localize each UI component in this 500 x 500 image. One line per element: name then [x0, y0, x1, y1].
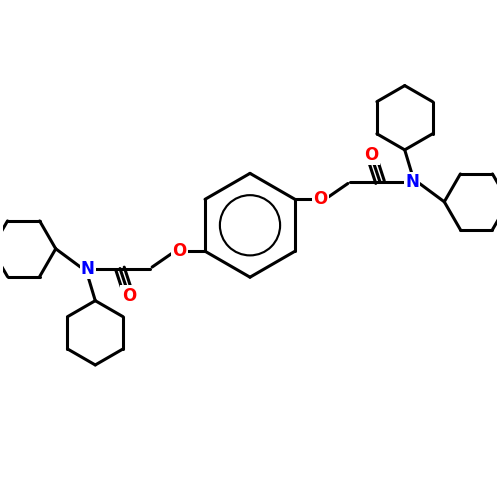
Text: O: O	[122, 286, 136, 304]
Text: O: O	[314, 190, 328, 208]
Text: O: O	[172, 242, 186, 260]
Text: N: N	[81, 260, 95, 278]
Text: O: O	[364, 146, 378, 164]
Text: N: N	[405, 173, 419, 191]
